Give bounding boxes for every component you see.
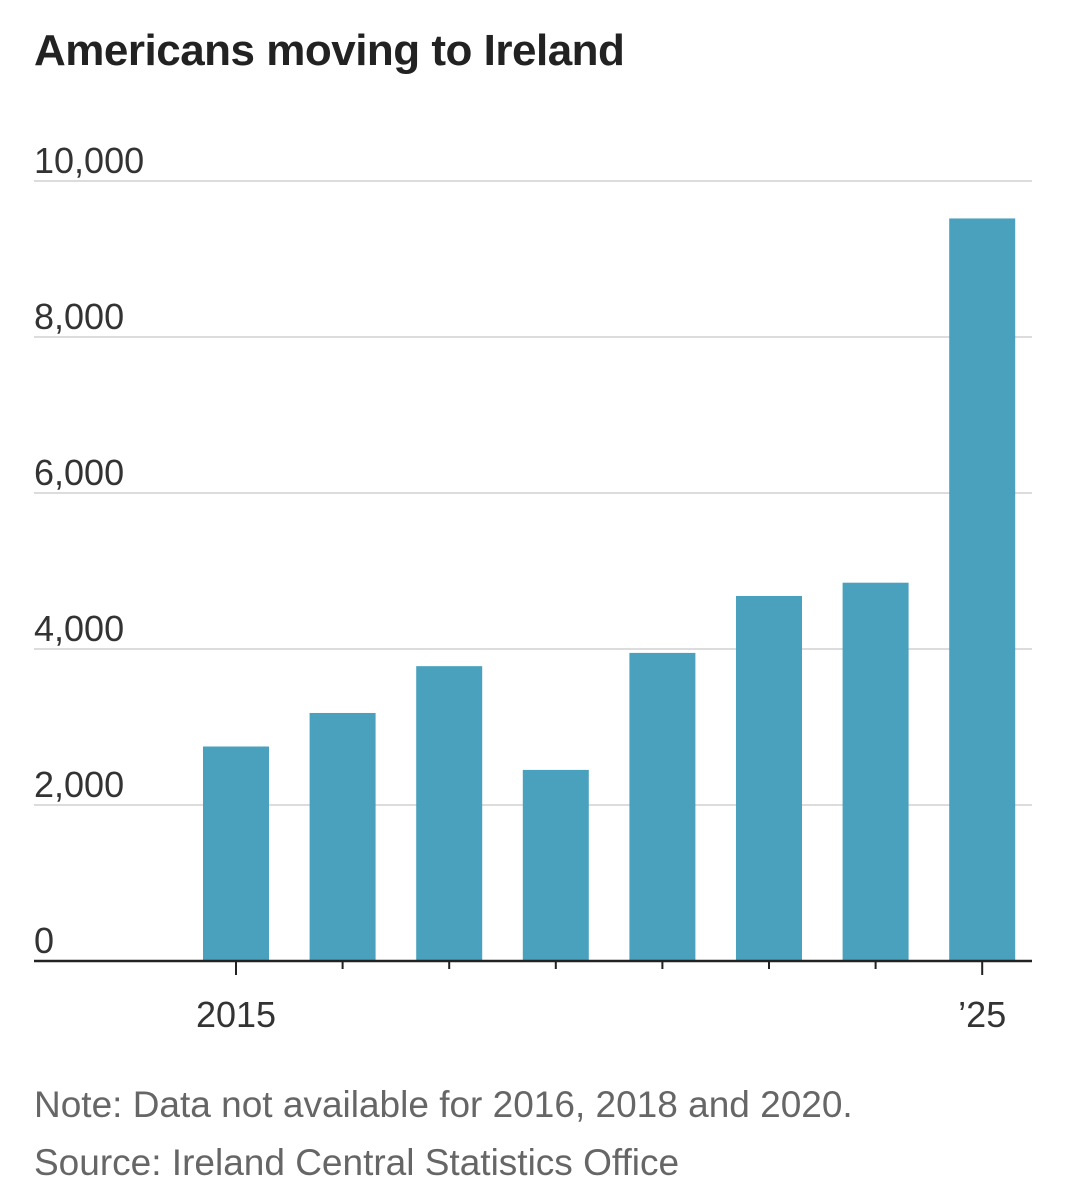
y-tick-label: 4,000 — [34, 608, 124, 649]
chart-title: Americans moving to Ireland — [34, 26, 625, 75]
bar — [949, 218, 1016, 961]
bar — [736, 595, 802, 961]
bar-chart: 0 2,000 4,000 6,000 8,000 10,000 2015 ’25 — [34, 140, 1032, 1035]
y-tick-label: 6,000 — [34, 452, 124, 493]
y-tick-label: 0 — [34, 920, 54, 961]
x-tick-label: ’25 — [958, 994, 1006, 1035]
bar — [629, 652, 696, 961]
chart-source: Source: Ireland Central Statistics Offic… — [34, 1142, 680, 1183]
bar — [522, 769, 589, 961]
bar — [416, 666, 483, 961]
bar — [203, 746, 269, 961]
x-tick-label: 2015 — [196, 994, 276, 1035]
y-tick-label: 8,000 — [34, 296, 124, 337]
chart-note: Note: Data not available for 2016, 2018 … — [34, 1084, 853, 1125]
y-tick-label: 2,000 — [34, 764, 124, 805]
y-tick-label: 10,000 — [34, 140, 144, 181]
bar — [309, 712, 376, 961]
bar — [842, 582, 909, 961]
